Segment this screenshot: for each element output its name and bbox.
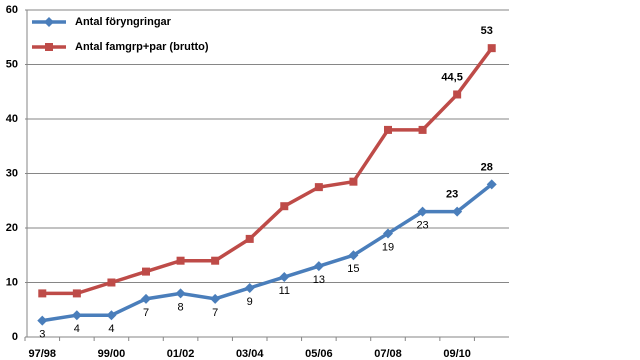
data-label: 3 [39, 329, 45, 341]
x-tick-label: 99/00 [98, 348, 126, 360]
point-marker [38, 289, 47, 298]
data-label: 53 [481, 25, 493, 37]
y-tick-label: 20 [6, 222, 18, 234]
point-marker [383, 228, 393, 239]
point-marker [44, 17, 54, 27]
data-label: 23 [416, 220, 428, 232]
data-label: 7 [212, 307, 218, 319]
data-label: 4 [108, 323, 114, 335]
point-marker [72, 289, 81, 298]
data-label: 44,5 [441, 71, 462, 83]
data-label: 23 [446, 189, 458, 201]
y-tick-label: 40 [6, 113, 18, 125]
series-line [42, 47, 494, 296]
x-tick-label: 05/06 [305, 348, 333, 360]
legend-label: Antal föryngringar [75, 16, 172, 28]
point-marker [71, 310, 82, 321]
y-tick-label: 50 [6, 58, 18, 70]
data-label: 4 [74, 323, 80, 335]
point-marker [349, 177, 358, 186]
data-label: 7 [143, 307, 149, 319]
point-marker [37, 315, 48, 326]
x-tick-label: 97/98 [29, 348, 57, 360]
x-tick-label: 07/08 [374, 348, 402, 360]
point-marker [487, 44, 496, 53]
point-marker [211, 256, 220, 265]
series-line [42, 183, 493, 323]
point-marker [175, 288, 186, 299]
point-marker [210, 293, 221, 304]
point-marker [142, 267, 150, 276]
data-label: 13 [313, 274, 325, 286]
x-tick-label: 09/10 [443, 348, 471, 360]
point-marker [176, 256, 185, 265]
point-marker [452, 206, 463, 217]
point-marker [107, 278, 116, 287]
point-marker [348, 250, 359, 261]
point-marker [418, 125, 427, 134]
y-tick-label: 30 [6, 167, 18, 179]
point-marker [486, 179, 497, 190]
data-label: 11 [279, 285, 290, 297]
point-marker [45, 43, 53, 51]
data-label: 9 [247, 296, 253, 308]
data-label: 19 [382, 241, 394, 253]
x-tick-label: 01/02 [167, 348, 195, 360]
point-marker [314, 183, 323, 192]
point-marker [279, 272, 290, 283]
data-label: 8 [178, 301, 184, 313]
y-tick-label: 60 [6, 4, 18, 16]
point-marker [384, 125, 392, 134]
y-tick-label: 10 [6, 276, 18, 288]
point-marker [245, 234, 254, 243]
point-marker [313, 261, 324, 272]
point-marker [417, 206, 428, 217]
point-marker [106, 310, 117, 321]
data-label: 28 [481, 161, 493, 173]
point-marker [453, 90, 462, 99]
y-tick-label: 0 [12, 331, 18, 343]
legend-label: Antal famgrp+par (brutto) [75, 41, 209, 53]
data-label: 15 [347, 263, 359, 275]
point-marker [244, 282, 255, 293]
point-marker [280, 202, 289, 211]
point-marker [141, 293, 151, 304]
x-tick-label: 03/04 [236, 348, 264, 360]
